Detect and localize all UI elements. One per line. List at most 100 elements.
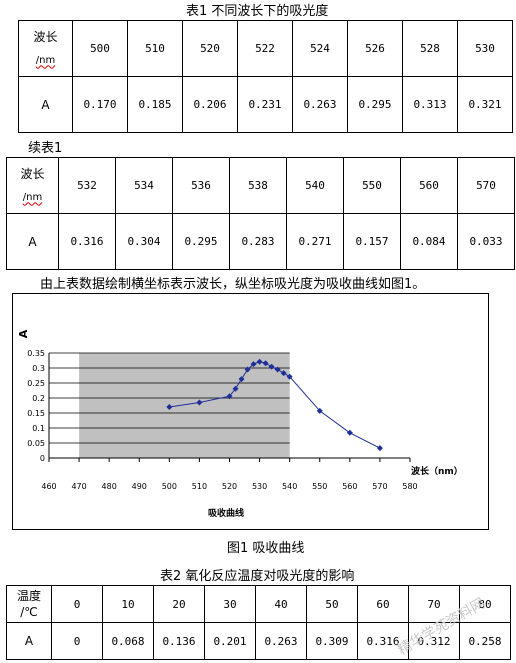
x-tick-label: 560 [342, 482, 357, 491]
table-cell: 522 [237, 20, 293, 77]
data-point [286, 373, 293, 380]
x-tick-label: 500 [162, 482, 177, 491]
table-cell: 0.309 [306, 622, 358, 660]
header-unit: /nm [35, 54, 56, 66]
table1-cont-row-header-a: A [6, 213, 59, 270]
table-cell: 0.185 [127, 76, 183, 133]
table1-row-header-a: A [18, 76, 73, 133]
table-cell: 0.201 [204, 622, 256, 660]
table-cell: 0.033 [457, 213, 515, 270]
absorption-curve [169, 361, 381, 449]
x-tick-label: 480 [102, 482, 117, 491]
x-tick-label: 570 [372, 482, 387, 491]
table1-wavelength-row: 波长 /nm 500 510 520 522 524 526 528 530 [18, 20, 513, 77]
y-tick-label: 0.1 [32, 424, 45, 433]
header-label: 波长 [33, 29, 58, 44]
y-tick-label: 0.25 [27, 379, 45, 388]
table-cell: 510 [127, 20, 183, 77]
table-cell: 530 [457, 20, 513, 77]
table-cell: 520 [182, 20, 238, 77]
x-axis-label: 波长（nm） [411, 465, 463, 477]
table-cell: 0.157 [343, 213, 401, 270]
data-point [280, 370, 287, 377]
table-cell: 540 [286, 157, 344, 214]
y-tick-label: 0.2 [32, 394, 45, 403]
header-unit: /℃ [20, 605, 38, 619]
table-cell: 0 [51, 622, 103, 660]
table-cell: 0.206 [182, 76, 238, 133]
header-label: 温度 [16, 589, 41, 603]
table-cell: 0.263 [255, 622, 307, 660]
table-cell: 526 [347, 20, 403, 77]
table-cell: 0.231 [237, 76, 293, 133]
table1-cont-row-header-wavelength: 波长 /nm [6, 157, 59, 214]
table-cell: 534 [115, 157, 173, 214]
table-cell: 0.068 [102, 622, 154, 660]
x-tick-label: 520 [222, 482, 237, 491]
table-cell: 0.316 [58, 213, 116, 270]
series-label: 吸收曲线 [208, 507, 244, 519]
data-point [346, 429, 353, 436]
x-tick-label: 550 [312, 482, 327, 491]
table-cell: 0.258 [459, 622, 511, 660]
table2-row-header-a: A [6, 622, 52, 660]
data-point [316, 407, 323, 414]
table-cell: 0.170 [72, 76, 128, 133]
data-point [376, 445, 383, 452]
data-point [274, 366, 281, 373]
table-cell: 538 [229, 157, 287, 214]
data-point [250, 361, 257, 368]
data-point [238, 376, 245, 383]
data-point [244, 366, 251, 373]
table-cell: 550 [343, 157, 401, 214]
figure-caption: 图1 吸收曲线 [227, 541, 305, 556]
x-tick-label: 470 [71, 482, 86, 491]
table-cell: 532 [58, 157, 116, 214]
absorption-chart-frame: 0 0.05 0.1 0.15 0.2 0.25 0.3 0.35 460 470 480 490 50… [12, 293, 489, 530]
table2: 温度 /℃ 0 10 20 30 40 50 60 70 80 A 0 0.06… [6, 585, 511, 660]
x-tick-label: 540 [282, 482, 297, 491]
table-cell: 0.295 [347, 76, 403, 133]
data-point [232, 385, 239, 392]
table1-title: 表1 不同波长下的吸光度 [186, 4, 329, 19]
y-tick-label: 0.35 [27, 349, 45, 358]
y-axis-label: A [17, 329, 30, 338]
y-tick-label: 0.3 [32, 364, 45, 373]
y-tick-label: 0.05 [27, 439, 45, 448]
table-cell: 0.304 [115, 213, 173, 270]
table-cell: 10 [102, 585, 154, 623]
table-cell: 40 [255, 585, 307, 623]
table-cell: 560 [400, 157, 458, 214]
table-cell: 0.283 [229, 213, 287, 270]
table-cell: 536 [172, 157, 230, 214]
header-label: 波长 [20, 166, 45, 181]
table-cell: 0.295 [172, 213, 230, 270]
table-cell: 500 [72, 20, 128, 77]
table-cell: 0.313 [402, 76, 458, 133]
data-point [268, 363, 275, 370]
y-tick-label: 0.15 [27, 409, 45, 418]
x-tick-label: 490 [132, 482, 147, 491]
table-cell: 60 [357, 585, 409, 623]
table-cell: 20 [153, 585, 205, 623]
table1-cont-absorbance-row: A 0.316 0.304 0.295 0.283 0.271 0.157 0.… [6, 213, 515, 270]
table-cell: 70 [408, 585, 460, 623]
table-cell: 0.271 [286, 213, 344, 270]
x-tick-label: 460 [41, 482, 56, 491]
y-tick-label: 0 [40, 454, 45, 463]
description-paragraph: 由上表数据绘制横坐标表示波长，纵坐标吸光度为吸收曲线如图1。 [40, 277, 426, 292]
data-point [226, 393, 233, 400]
x-tick-label: 510 [192, 482, 207, 491]
table2-title: 表2 氧化反应温度对吸光度的影响 [160, 569, 355, 584]
table-cell: 0.084 [400, 213, 458, 270]
absorption-chart: 0 0.05 0.1 0.15 0.2 0.25 0.3 0.35 460 470 480 490 50… [17, 329, 463, 519]
data-point [196, 399, 203, 406]
table2-row-header-temperature: 温度 /℃ [6, 585, 52, 623]
x-tick-label: 530 [252, 482, 267, 491]
table-cell: 0.321 [457, 76, 513, 133]
table-cell: 528 [402, 20, 458, 77]
table1-cont-title: 续表1 [28, 141, 63, 156]
table2-temperature-row: 温度 /℃ 0 10 20 30 40 50 60 70 80 [6, 585, 511, 623]
x-tick-label: 580 [402, 482, 417, 491]
table-cell: 0.136 [153, 622, 205, 660]
